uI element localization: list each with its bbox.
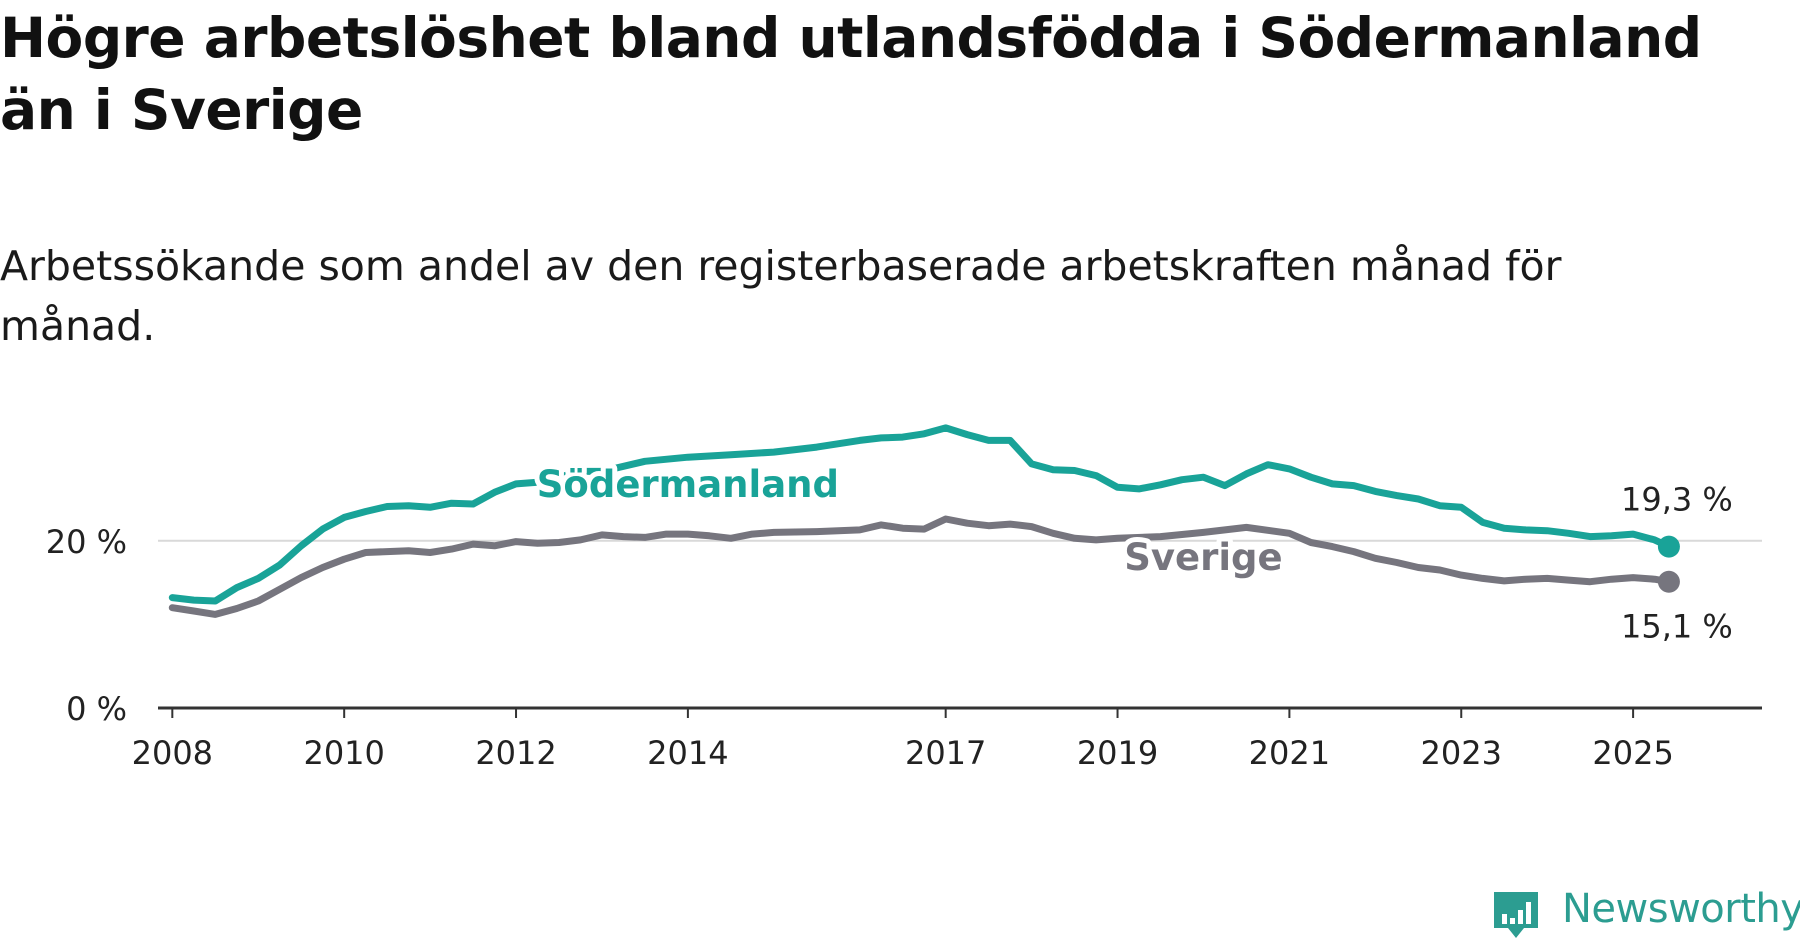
series-label-sodermanland: Södermanland — [537, 463, 839, 506]
y-tick-label: 0 % — [66, 690, 127, 728]
x-tick-label: 2008 — [132, 734, 213, 772]
x-tick-label: 2010 — [303, 734, 384, 772]
x-tick-label: 2021 — [1249, 734, 1330, 772]
x-tick-label: 2014 — [647, 734, 728, 772]
series-end-marker — [1657, 535, 1680, 558]
x-tick-label: 2017 — [905, 734, 986, 772]
series-line-sverige — [168, 515, 1673, 618]
bar-chart-icon — [1494, 892, 1538, 938]
chart-title: Högre arbetslöshet bland utlandsfödda i … — [0, 6, 1702, 142]
end-value-label-sodermanland: 19,3 % — [1621, 481, 1733, 519]
x-tick-label: 2023 — [1421, 734, 1502, 772]
brand-name: Newsworthy — [1562, 886, 1800, 932]
series-line-sodermanland — [168, 424, 1673, 605]
x-tick-label: 2025 — [1592, 734, 1673, 772]
series-end-marker — [1657, 570, 1680, 593]
x-tick-label: 2019 — [1077, 734, 1158, 772]
x-tick-label: 2012 — [475, 734, 556, 772]
series-label-sverige: Sverige — [1124, 536, 1282, 579]
chart-subtitle: Arbetssökande som andel av den registerb… — [0, 242, 1562, 350]
line-chart: 0 % 20 % 2008 2010 2012 2014 2017 2019 2021 2023 2… — [46, 424, 1762, 772]
y-tick-label: 20 % — [46, 523, 127, 561]
end-value-label-sverige: 15,1 % — [1621, 608, 1733, 646]
